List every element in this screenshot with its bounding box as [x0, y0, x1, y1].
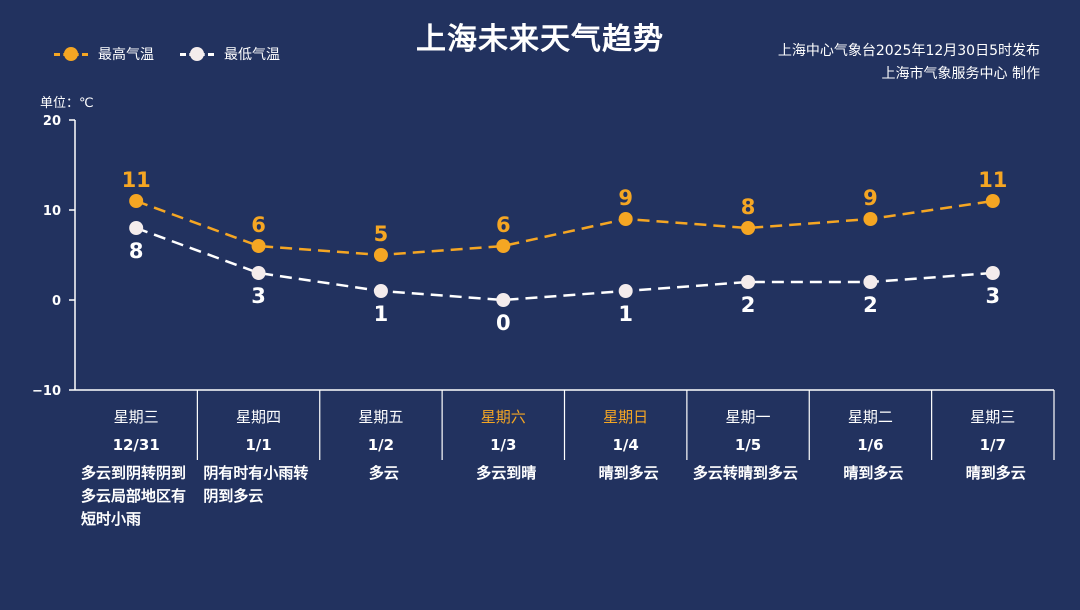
data-label-low: 2: [741, 293, 756, 317]
date-label: 1/2: [367, 436, 395, 454]
page-title: 上海未来天气趋势: [416, 22, 664, 57]
data-label-low: 2: [863, 293, 878, 317]
legend-label-low: 最低气温: [224, 47, 280, 63]
point-low: [129, 221, 144, 235]
point-low: [618, 284, 633, 298]
point-low: [985, 266, 1000, 280]
point-high: [741, 221, 756, 235]
condition-label: 晴到多云: [843, 464, 904, 482]
condition-label: 多云转晴到多云: [692, 464, 798, 482]
series-line-high: [135, 199, 993, 257]
y-tick-label: 20: [43, 114, 61, 129]
data-label-low: 3: [251, 284, 266, 308]
point-low: [741, 275, 756, 289]
point-high: [496, 239, 511, 253]
point-high: [251, 239, 266, 253]
legend-item-low[interactable]: 最低气温: [180, 44, 280, 64]
weekday-label: 星期一: [725, 408, 771, 426]
legend-item-high[interactable]: 最高气温: [54, 44, 154, 64]
date-label: 1/5: [734, 436, 762, 454]
source-line-1: 上海中心气象台2025年12月30日5时发布: [777, 43, 1040, 59]
data-label-low: 0: [496, 311, 511, 335]
date-label: 1/7: [979, 436, 1006, 454]
point-low: [373, 284, 388, 298]
date-label: 1/6: [857, 436, 884, 454]
point-high: [863, 212, 878, 226]
data-label-high: 6: [251, 213, 266, 237]
series-line-low: [135, 226, 993, 302]
point-low: [251, 266, 266, 280]
data-label-low: 1: [618, 302, 633, 326]
condition-label: 晴到多云: [965, 464, 1026, 482]
condition-label: 阴有时有小雨转阴到多云: [203, 464, 309, 505]
y-tick-label: 0: [52, 294, 61, 309]
date-label: 12/31: [112, 436, 160, 454]
date-label: 1/3: [490, 436, 517, 454]
date-label: 1/4: [612, 436, 639, 454]
weekday-label: 星期四: [236, 408, 282, 426]
point-high: [985, 194, 1000, 208]
data-label-high: 5: [374, 222, 389, 246]
y-tick-label: −10: [32, 384, 61, 399]
y-tick-label: 10: [43, 204, 61, 219]
data-label-high: 11: [978, 168, 1007, 192]
weekday-label: 星期六: [480, 408, 526, 426]
legend-label-high: 最高气温: [98, 47, 154, 63]
condition-label: 多云: [368, 464, 399, 482]
point-low: [863, 275, 878, 289]
condition-label: 多云到晴: [476, 464, 537, 482]
data-label-high: 8: [741, 195, 756, 219]
weekday-label: 星期三: [113, 408, 159, 426]
chart-legend: 最高气温 最低气温: [54, 44, 306, 64]
weekday-label: 星期二: [847, 408, 893, 426]
legend-swatch-high-icon: [54, 47, 88, 61]
source-info: 上海中心气象台2025年12月30日5时发布 上海市气象服务中心 制作: [778, 40, 1040, 86]
condition-label: 晴到多云: [598, 464, 659, 482]
unit-label: 单位：℃: [40, 96, 94, 111]
source-line-2: 上海市气象服务中心 制作: [881, 66, 1040, 82]
data-label-high: 11: [122, 168, 151, 192]
point-low: [496, 293, 511, 307]
condition-label: 多云到阴转阴到多云局部地区有短时小雨: [81, 464, 187, 528]
data-label-high: 9: [618, 186, 633, 210]
point-high: [618, 212, 633, 226]
data-label-low: 3: [986, 284, 1001, 308]
legend-swatch-low-icon: [180, 47, 214, 61]
data-label-low: 8: [129, 239, 144, 263]
date-label: 1/1: [245, 436, 272, 454]
weekday-label: 星期三: [970, 408, 1016, 426]
point-high: [129, 194, 144, 208]
data-label-high: 6: [496, 213, 511, 237]
data-label-low: 1: [374, 302, 389, 326]
data-label-high: 9: [863, 186, 878, 210]
weekday-label: 星期五: [358, 408, 404, 426]
weekday-label: 星期日: [603, 408, 649, 426]
point-high: [373, 248, 388, 262]
